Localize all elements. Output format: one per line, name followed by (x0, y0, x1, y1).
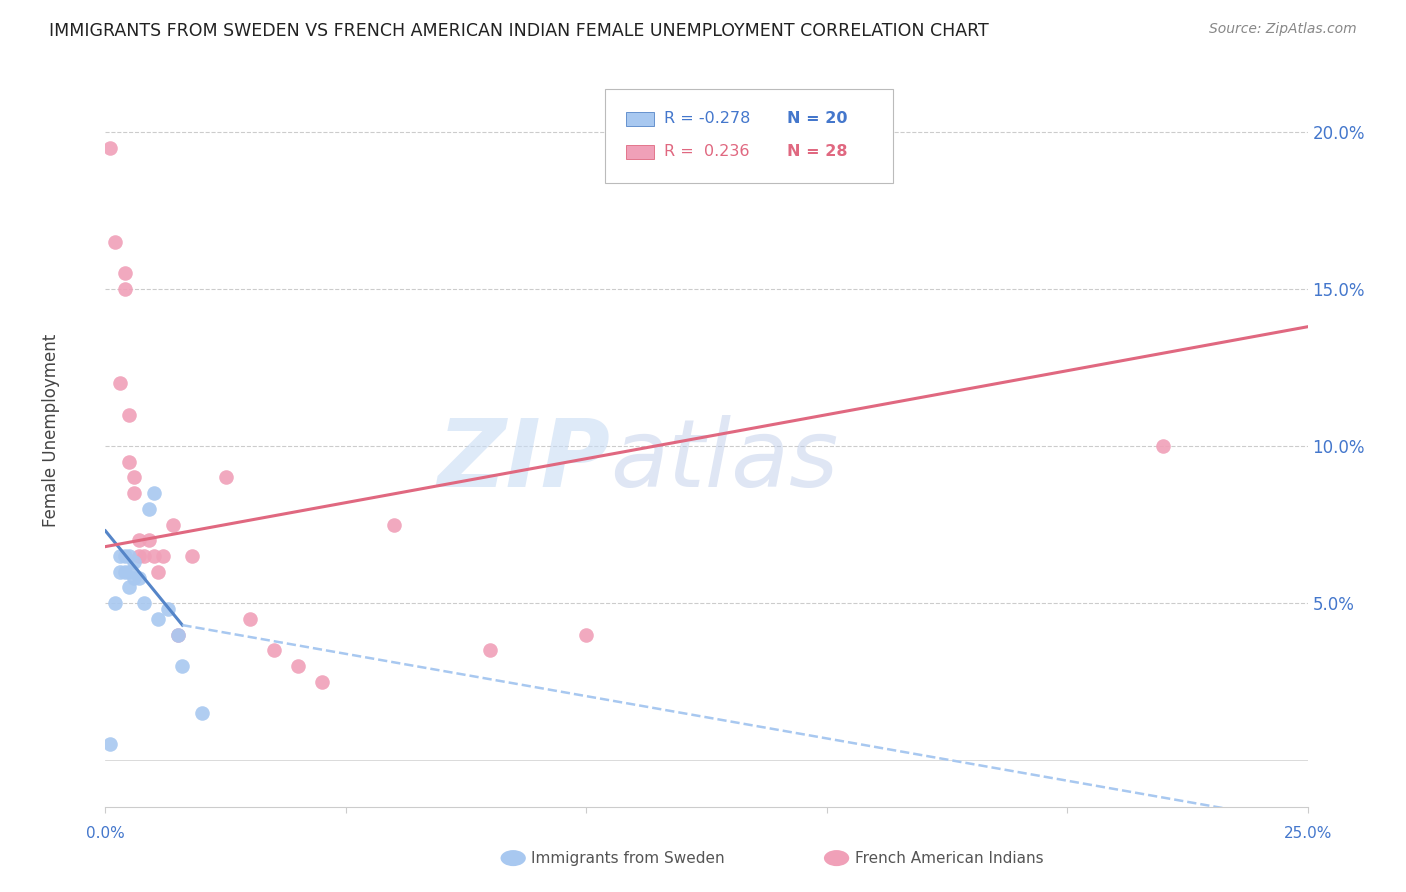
Point (128, 549, 150, 563)
Point (118, 549, 141, 563)
Point (138, 533, 160, 548)
Point (172, 659, 194, 673)
Point (166, 627, 188, 641)
Text: 25.0%: 25.0% (1284, 826, 1331, 841)
Point (114, 549, 136, 563)
Point (239, 612, 262, 626)
Point (287, 659, 309, 673)
Point (108, 565, 131, 579)
Point (1152, 439, 1174, 453)
Text: R =  0.236: R = 0.236 (664, 145, 749, 159)
Point (132, 596, 155, 610)
Point (166, 627, 188, 641)
Text: N = 28: N = 28 (787, 145, 848, 159)
Text: Female Unemployment: Female Unemployment (42, 334, 60, 527)
Point (118, 455, 141, 469)
Point (190, 706, 212, 720)
Point (214, 470, 236, 484)
Point (118, 408, 141, 422)
Point (142, 486, 165, 500)
Text: N = 20: N = 20 (787, 112, 848, 126)
Point (128, 533, 150, 548)
Point (114, 565, 136, 579)
Point (118, 581, 141, 595)
Point (128, 571, 150, 585)
Text: 0.0%: 0.0% (86, 826, 125, 841)
Point (114, 282, 136, 296)
Point (124, 571, 146, 585)
Point (479, 643, 502, 657)
Text: R = -0.278: R = -0.278 (664, 112, 749, 126)
Point (108, 376, 131, 391)
Point (162, 517, 184, 532)
Point (124, 555, 146, 569)
Text: Source: ZipAtlas.com: Source: ZipAtlas.com (1209, 22, 1357, 37)
Point (104, 235, 127, 249)
Point (181, 549, 204, 563)
Point (124, 470, 146, 484)
Point (118, 565, 141, 579)
Point (148, 612, 170, 626)
Point (382, 517, 405, 532)
Point (311, 674, 333, 689)
Point (156, 602, 179, 616)
Text: Immigrants from Sweden: Immigrants from Sweden (531, 851, 725, 865)
Point (108, 549, 131, 563)
Point (575, 627, 598, 641)
Point (132, 549, 155, 563)
Point (142, 549, 165, 563)
Point (138, 502, 160, 516)
Point (263, 643, 285, 657)
Text: atlas: atlas (610, 415, 838, 506)
Point (148, 565, 170, 579)
Point (124, 486, 146, 500)
Text: ZIP: ZIP (437, 415, 610, 507)
Text: French American Indians: French American Indians (855, 851, 1043, 865)
Point (114, 266, 136, 280)
Point (104, 596, 127, 610)
Point (98, 738, 121, 752)
Text: IMMIGRANTS FROM SWEDEN VS FRENCH AMERICAN INDIAN FEMALE UNEMPLOYMENT CORRELATION: IMMIGRANTS FROM SWEDEN VS FRENCH AMERICA… (49, 22, 988, 40)
Point (152, 549, 174, 563)
Point (98, 141, 121, 155)
